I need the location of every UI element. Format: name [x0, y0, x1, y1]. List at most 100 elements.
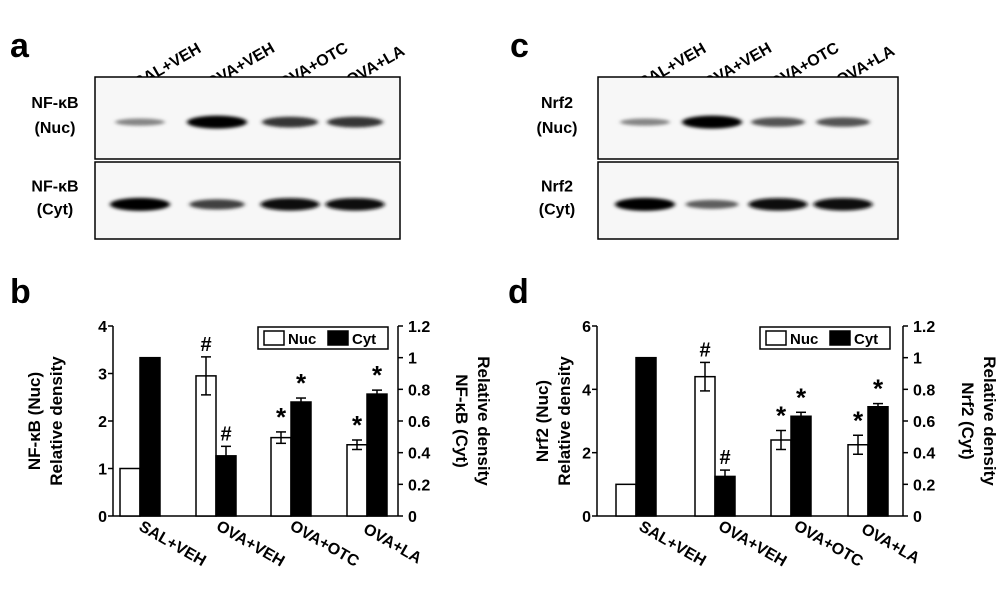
right-tick-label: 0.8 — [913, 382, 935, 399]
significance-marker: * — [372, 360, 383, 390]
blot-label-fraction: (Nuc) — [35, 120, 76, 137]
bar-nuc — [694, 375, 716, 517]
left-tick-label: 2 — [98, 414, 107, 431]
legend: Nuc Cyt — [759, 326, 891, 350]
right-tick-label: 0 — [408, 509, 417, 526]
left-axis-title: Relative density — [555, 356, 574, 486]
left-tick-label: 4 — [98, 319, 107, 336]
left-tick-label: 0 — [582, 509, 591, 526]
right-tick-label: 0.2 — [408, 477, 430, 494]
category-label: OVA+LA — [360, 521, 424, 568]
legend-box — [257, 326, 389, 350]
category-label: OVA+VEH — [213, 518, 287, 571]
legend: Nuc Cyt — [257, 326, 389, 350]
significance-marker: # — [699, 339, 710, 361]
panel-letter: b — [10, 273, 31, 311]
bar-nuc — [270, 436, 292, 517]
legend-swatch-cyt — [327, 330, 349, 346]
legend-label-cyt: Cyt — [352, 331, 376, 348]
blot-label-protein: Nrf2 — [541, 95, 573, 112]
blot-band — [110, 197, 170, 211]
blot-band — [682, 115, 742, 129]
category-label: OVA+OTC — [287, 518, 362, 571]
significance-marker: * — [296, 368, 307, 398]
left-axis-title: NF-κB (Nuc) — [25, 372, 44, 470]
blot-label-fraction: (Cyt) — [539, 201, 575, 218]
bar-nuc — [195, 375, 217, 517]
bar-cyt — [635, 356, 657, 517]
legend-box — [759, 326, 891, 350]
bar-cyt — [139, 356, 161, 517]
blot-label-protein: Nrf2 — [541, 178, 573, 195]
right-tick-label: 1.2 — [408, 319, 430, 336]
right-tick-label: 0.6 — [408, 414, 430, 431]
blot-strip — [94, 76, 401, 160]
significance-marker: * — [776, 401, 787, 431]
significance-marker: # — [719, 447, 730, 469]
left-axis-title: Nrf2 (Nuc) — [533, 380, 552, 462]
bar-cyt — [867, 406, 889, 517]
blot-label-protein: NF-κB — [31, 95, 78, 112]
blot-band — [327, 116, 383, 128]
bar-cyt — [366, 393, 388, 517]
significance-marker: # — [200, 334, 211, 356]
category-label: OVA+OTC — [791, 518, 866, 571]
legend-label-cyt: Cyt — [854, 331, 878, 348]
right-tick-label: 1.2 — [913, 319, 935, 336]
left-axis-title: Relative density — [47, 356, 66, 486]
right-tick-label: 1 — [913, 351, 922, 368]
right-tick-label: 0.4 — [913, 446, 935, 463]
right-axis-title: Relative density — [474, 356, 493, 486]
blot-band — [262, 116, 318, 128]
significance-marker: * — [873, 374, 884, 404]
blot-band — [189, 199, 245, 210]
bar-cyt — [290, 401, 312, 517]
blot-strip — [597, 161, 899, 240]
blot-band — [620, 118, 670, 126]
category-label: SAL+VEH — [636, 518, 709, 570]
blot-strip — [597, 76, 899, 160]
significance-marker: # — [220, 423, 231, 445]
right-tick-label: 0.6 — [913, 414, 935, 431]
left-tick-label: 2 — [582, 446, 591, 463]
bar-nuc — [770, 439, 792, 517]
right-tick-label: 0 — [913, 509, 922, 526]
blot-band — [115, 118, 165, 126]
significance-marker: * — [853, 405, 864, 435]
panel-letter: d — [508, 273, 529, 311]
left-tick-label: 0 — [98, 509, 107, 526]
right-axis-title: NF-κB (Cyt) — [452, 374, 471, 468]
panel-letter: a — [10, 27, 30, 65]
left-tick-label: 4 — [582, 382, 591, 399]
legend-swatch-nuc — [263, 330, 285, 346]
blot-band — [813, 198, 873, 211]
blot-band — [187, 115, 247, 129]
right-tick-label: 0.8 — [408, 382, 430, 399]
right-axis-title: Nrf2 (Cyt) — [958, 382, 977, 459]
panel-c: c SAL+VEHOVA+VEHOVA+OTCOVA+LANrf2(Nuc)Nrf… — [510, 27, 899, 240]
right-tick-label: 0.2 — [913, 477, 935, 494]
right-axis-title: Relative density — [980, 356, 999, 486]
blot-label-fraction: (Nuc) — [537, 120, 578, 137]
blot-label-fraction: (Cyt) — [37, 201, 73, 218]
blot-band — [260, 198, 320, 211]
blot-strip — [94, 161, 401, 240]
right-tick-label: 0.4 — [408, 446, 430, 463]
bar-nuc — [847, 444, 869, 517]
blot-band — [325, 198, 385, 211]
significance-marker: * — [352, 410, 363, 440]
legend-swatch-nuc — [765, 330, 787, 346]
legend-label-nuc: Nuc — [288, 331, 316, 348]
category-label: SAL+VEH — [136, 518, 209, 570]
significance-marker: * — [276, 402, 287, 432]
legend-label-nuc: Nuc — [790, 331, 818, 348]
bar-nuc — [119, 467, 141, 517]
panel-letter: c — [510, 27, 529, 65]
blot-band — [685, 199, 739, 209]
blot-label-protein: NF-κB — [31, 178, 78, 195]
panel-a: a SAL+VEH OVA+VEHOVA+OTCOVA+LANF-κB(Nuc)NF… — [10, 27, 408, 240]
left-tick-label: 6 — [582, 319, 591, 336]
legend-swatch-cyt — [829, 330, 851, 346]
